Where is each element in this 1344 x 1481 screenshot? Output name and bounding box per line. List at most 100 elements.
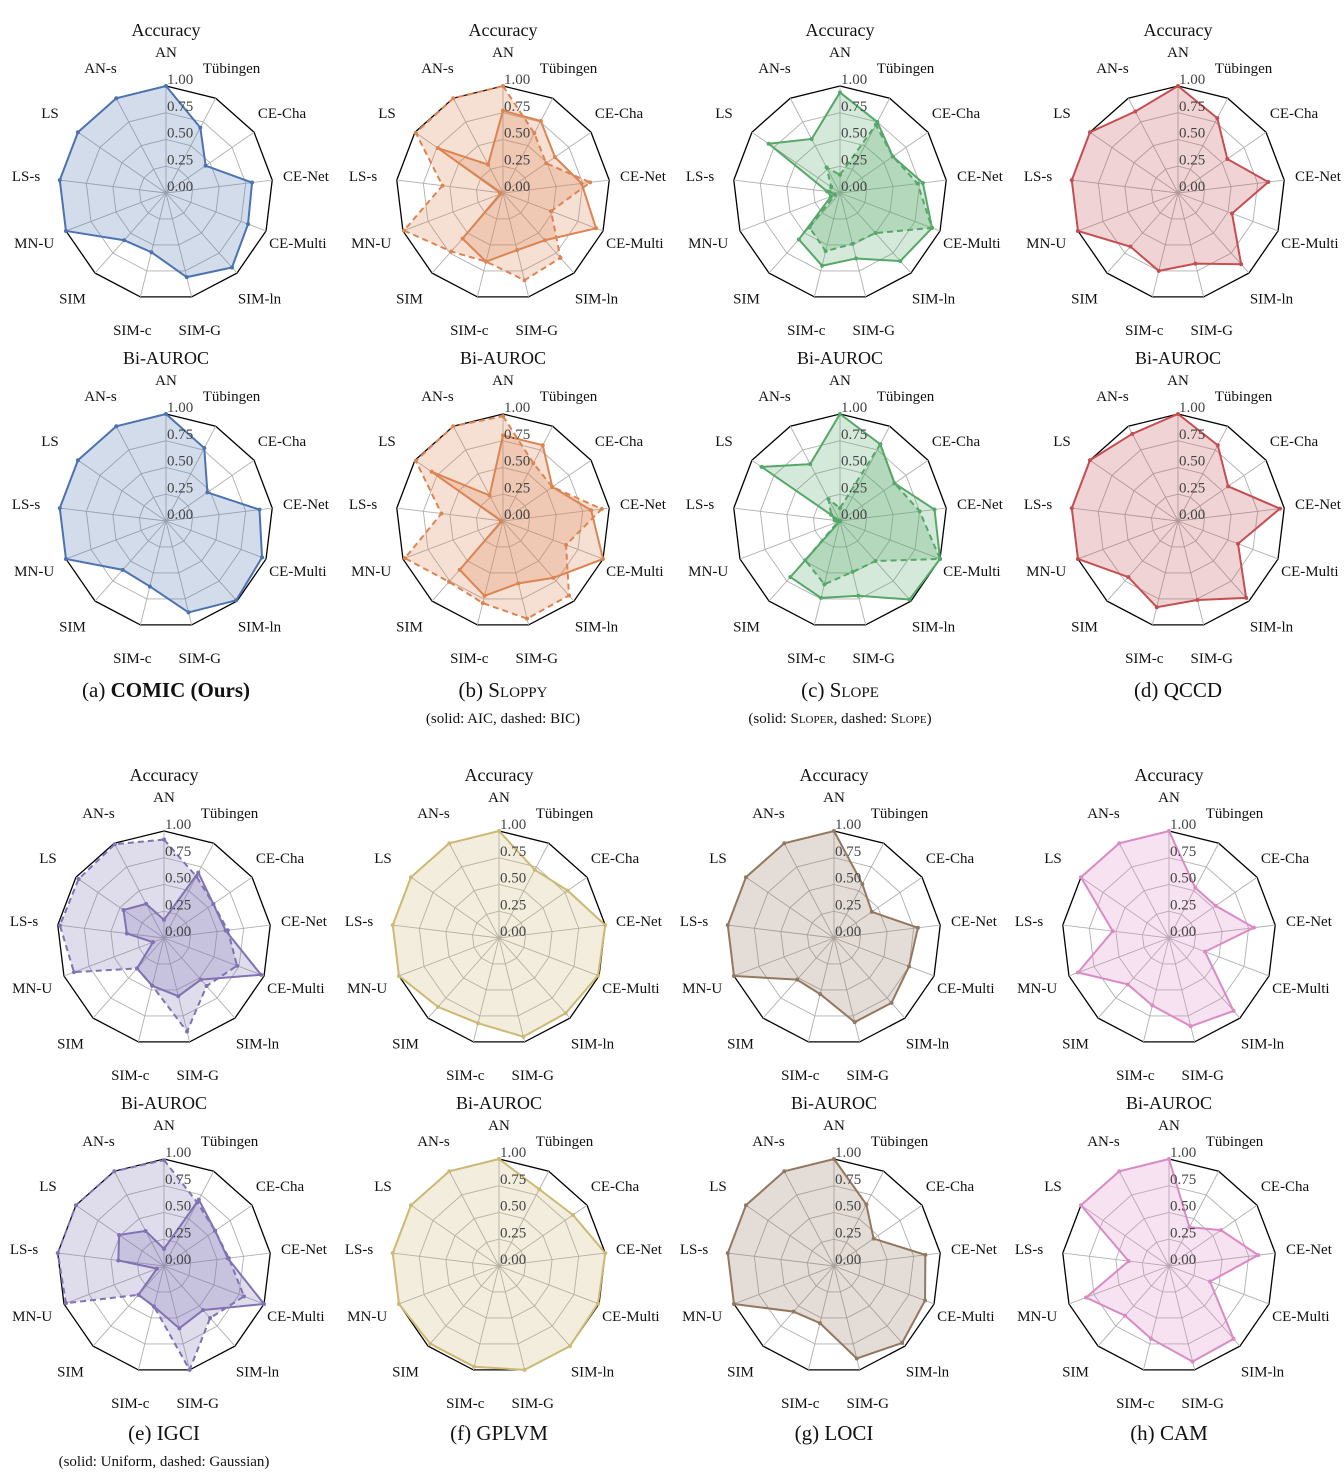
data-point-Tübingen <box>198 125 203 130</box>
axis-label: LS-s <box>345 1242 374 1258</box>
grid-spoke <box>1168 937 1241 1019</box>
data-point-MN-U <box>401 228 406 233</box>
data-point-SIM-c <box>1156 268 1161 273</box>
r-tick-label: 0.50 <box>167 454 193 470</box>
series-line-solid <box>391 829 607 1038</box>
axis-label: CE-Multi <box>269 236 327 252</box>
grid-spoke <box>502 192 575 274</box>
panel-label: (d) <box>1134 678 1159 702</box>
axis-label: MN-U <box>12 1309 52 1325</box>
axis-label: SIM-ln <box>1241 1365 1285 1381</box>
grid-ring <box>1150 165 1206 220</box>
axis-label: AN-s <box>752 806 785 822</box>
grid-spoke <box>739 520 841 560</box>
grid-ring <box>1097 112 1259 272</box>
panel-caption: (c) Slope <box>801 678 879 702</box>
data-point-LS <box>408 875 413 880</box>
series-line-solid <box>437 109 598 263</box>
axis-label: CE-Net <box>1286 1242 1333 1258</box>
data-point-Tübingen <box>531 461 536 466</box>
grid-spoke <box>498 876 588 939</box>
axis-label: AN-s <box>1087 806 1120 822</box>
grid-spoke <box>833 1265 906 1347</box>
grid-spoke <box>733 937 835 977</box>
data-point-AN-s <box>1117 1169 1122 1174</box>
axis-label: CE-Multi <box>606 564 664 580</box>
data-point-AN <box>164 84 168 88</box>
series-area <box>761 414 941 600</box>
data-point-AN-s <box>1117 841 1122 846</box>
axis-label: CE-Cha <box>595 434 644 450</box>
chart-title: Accuracy <box>1144 20 1213 40</box>
axis-label: CE-Multi <box>602 1309 660 1325</box>
axis-label: SIM-c <box>450 651 489 667</box>
data-point-CE-Cha <box>211 901 216 906</box>
panel-label: (f) <box>450 1421 471 1445</box>
data-point-CE-Net <box>579 181 584 186</box>
panel-method-name: GPLVM <box>476 1421 548 1445</box>
r-tick-label: 0.50 <box>165 871 191 887</box>
grid-ring <box>418 1185 580 1345</box>
data-point-LS <box>117 1233 122 1238</box>
data-point-SIM <box>788 575 793 580</box>
r-tick-label: 0.25 <box>500 897 526 913</box>
r-tick-label: 0.50 <box>500 871 526 887</box>
grid-ring <box>806 1238 862 1293</box>
axis-label: Tübingen <box>203 389 261 405</box>
data-point-LS <box>829 184 834 189</box>
data-point-SIM-ln <box>873 559 878 564</box>
data-point-SIM-ln <box>563 1011 568 1016</box>
grid-spoke <box>733 179 841 194</box>
r-tick-label: 0.50 <box>1170 871 1196 887</box>
data-point-CE-Multi <box>259 972 264 977</box>
data-point-SIM-ln <box>907 597 912 602</box>
series-line-dashed <box>402 84 593 282</box>
grid-spoke <box>163 1265 236 1347</box>
axis-label: AN <box>823 790 845 806</box>
axis-label: CE-Cha <box>591 851 640 867</box>
grid-ring <box>786 139 894 246</box>
axis-label: Tübingen <box>203 61 261 77</box>
data-point-AN <box>162 837 166 842</box>
axis-label: SIM-ln <box>1250 620 1294 636</box>
panel-caption: (f) GPLVM <box>450 1421 548 1445</box>
data-point-SIM-c <box>817 1321 822 1326</box>
axis-label: SIM-ln <box>912 620 956 636</box>
grid-ring <box>449 139 557 246</box>
axis-label: Tübingen <box>201 806 259 822</box>
r-tick-label: 1.00 <box>835 1145 861 1161</box>
data-point-AN <box>497 829 501 833</box>
data-point-Tübingen <box>532 867 537 872</box>
grid-spoke <box>448 1171 500 1267</box>
grid-spoke <box>1118 843 1170 939</box>
axis-label: AN <box>488 1118 510 1134</box>
grid-spoke <box>113 1171 165 1267</box>
grid-spoke <box>1071 507 1179 522</box>
grid-spoke <box>63 1265 165 1305</box>
data-point-SIM-G <box>522 1367 527 1372</box>
axis-label: AN-s <box>1096 389 1129 405</box>
data-point-SIM-ln <box>542 238 547 243</box>
axis-label: SIM <box>727 1365 754 1381</box>
axis-label: SIM-c <box>781 1068 820 1084</box>
r-tick-label: 1.00 <box>165 817 191 833</box>
data-point-AN <box>1176 84 1180 88</box>
axis-label: AN <box>155 45 177 61</box>
data-point-SIM <box>120 567 125 572</box>
axis-label: CE-Net <box>1295 169 1342 185</box>
radar-chart-d-accuracy: Accuracy 0.00 0.25 0.50 0.75 1.00 AN Tübingen CE… <box>1024 20 1342 339</box>
series-line-solid <box>1079 1157 1261 1363</box>
axis-label: CE-Net <box>283 169 330 185</box>
axis-label: CE-Net <box>1286 914 1333 930</box>
r-tick-label: 1.00 <box>1170 817 1196 833</box>
data-point-AN-s <box>487 493 492 498</box>
axis-label: AN <box>155 373 177 389</box>
panel-note-segment: Sloper <box>790 711 834 727</box>
axis-label: LS-s <box>686 497 715 513</box>
axis-label: AN-s <box>1096 61 1129 77</box>
axis-label: CE-Cha <box>258 434 307 450</box>
series-line-dashed <box>56 1158 246 1373</box>
data-point-SIM <box>449 249 454 254</box>
grid-spoke <box>789 426 841 522</box>
grid-spoke <box>745 876 835 939</box>
